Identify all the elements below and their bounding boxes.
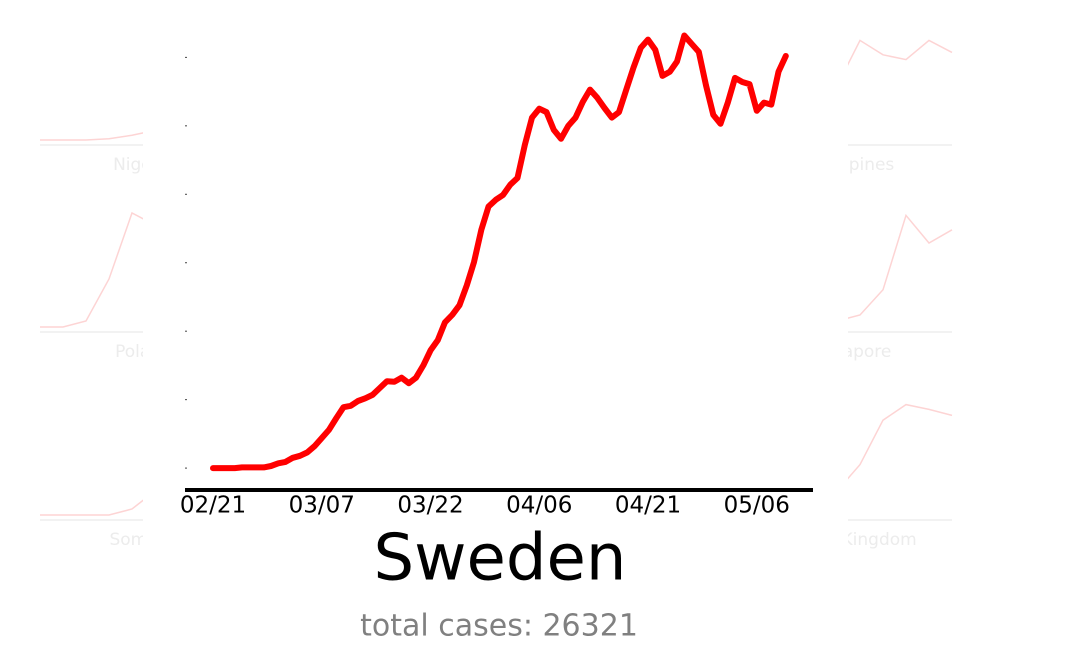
data-line xyxy=(210,32,789,472)
chart-title: Sweden xyxy=(374,522,627,596)
x-tick-label: 04/06 xyxy=(506,493,572,519)
x-tick-label: 02/21 xyxy=(180,493,246,519)
x-tick-label: 03/07 xyxy=(289,493,355,519)
main-chart: 02/21 03/07 03/22 04/06 04/21 05/06 xyxy=(180,32,813,519)
chart-subtitle: total cases: 26321 xyxy=(360,609,638,644)
x-tick-label: 04/21 xyxy=(615,493,681,519)
x-tick-label: 03/22 xyxy=(397,493,463,519)
x-tick-label: 05/06 xyxy=(724,493,790,519)
main-panel xyxy=(143,0,848,661)
